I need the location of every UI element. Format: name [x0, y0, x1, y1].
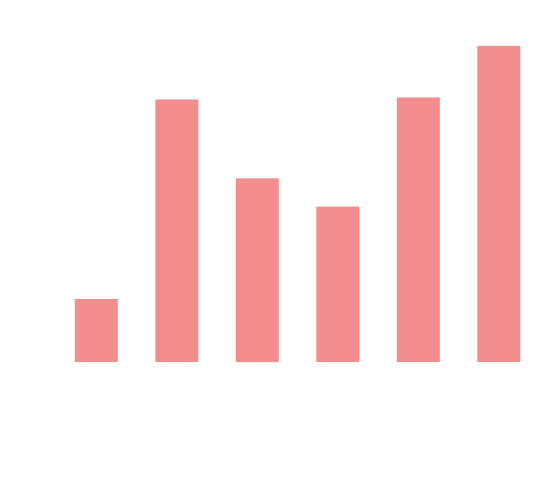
bar-2 [155, 100, 198, 363]
bar-5 [397, 97, 440, 362]
bar-3 [236, 178, 279, 362]
bar-4 [316, 207, 359, 362]
bar-1 [75, 299, 118, 362]
bar-6 [477, 46, 520, 362]
